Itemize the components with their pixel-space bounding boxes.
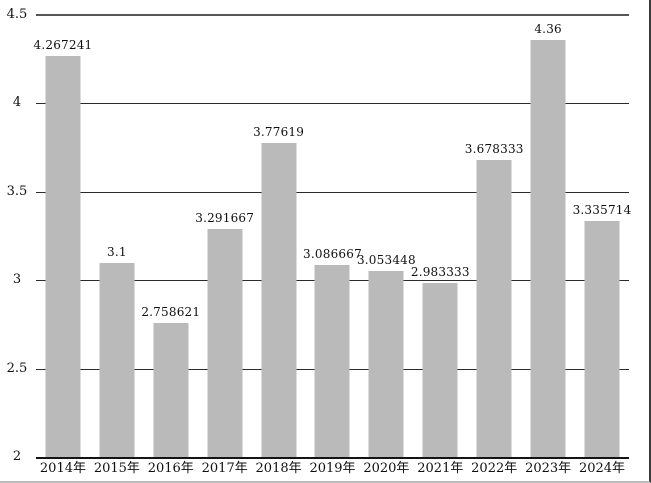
bar-value-label-2020年: 3.053448 xyxy=(356,252,416,267)
x-tick-label-2021年: 2021年 xyxy=(417,461,464,476)
y-tick-label-4: 4 xyxy=(12,95,22,111)
bar-2014年 xyxy=(45,56,81,457)
x-tick-label-2020年: 2020年 xyxy=(363,461,410,476)
y-tick-label-3.5: 3.5 xyxy=(6,183,28,199)
x-tick-label-2024年: 2024年 xyxy=(578,461,626,476)
x-tick-label-2019年: 2019年 xyxy=(309,461,356,476)
bar-2023年 xyxy=(530,39,566,457)
bar-column-2016年: 2.758621 xyxy=(141,15,201,457)
gridline-4.5 xyxy=(36,14,629,16)
x-tick-label-2016年: 2016年 xyxy=(147,461,194,476)
bar-2020年 xyxy=(368,270,404,457)
bar-value-label-2024年: 3.335714 xyxy=(572,202,632,217)
bar-value-label-2021年: 2.983333 xyxy=(410,265,470,280)
bar-2021年 xyxy=(422,283,458,457)
x-tick-label-2022年: 2022年 xyxy=(471,461,518,476)
bar-value-label-2018年: 3.77619 xyxy=(253,124,305,139)
bar-value-label-2015年: 3.1 xyxy=(107,244,127,259)
gridline-4 xyxy=(36,103,629,105)
y-tick-label-2.5: 2.5 xyxy=(6,360,28,376)
y-tick-label-2: 2 xyxy=(12,449,22,464)
gridline-2 xyxy=(36,457,629,459)
bar-value-label-2019年: 3.086667 xyxy=(303,246,362,261)
x-tick-label-2017年: 2017年 xyxy=(201,461,248,476)
bar-column-2023年: 4.36 xyxy=(521,15,575,457)
bar-2022年 xyxy=(476,160,512,457)
bar-2016年 xyxy=(153,322,189,457)
x-tick-label-2014年: 2014年 xyxy=(39,461,86,476)
bar-value-label-2016年: 2.758621 xyxy=(141,304,201,319)
x-tick-label-2018年: 2018年 xyxy=(255,461,302,476)
bar-column-2017年: 3.291667 xyxy=(195,15,255,457)
x-tick-label-2023年: 2023年 xyxy=(525,461,572,476)
y-tick-label-4.5: 4.5 xyxy=(6,7,28,22)
bars-container: 4.267241 3.1 2.758621 3.291667 3.77619 3.0866… xyxy=(33,15,632,457)
bar-2018年 xyxy=(261,142,297,457)
plot-area: 4.267241 3.1 2.758621 3.291667 3.77619 3.0866… xyxy=(33,14,632,459)
bar-column-2014年: 4.267241 xyxy=(33,15,93,457)
bar-column-2015年: 3.1 xyxy=(90,15,144,457)
x-tick-label-2015年: 2015年 xyxy=(93,461,140,476)
y-axis-tick-labels: 2 2.5 3 3.5 4 4.5 xyxy=(0,7,34,464)
bar-value-label-2022年: 3.678333 xyxy=(464,142,524,157)
y-tick-label-3: 3 xyxy=(12,272,22,288)
bar-2015年 xyxy=(99,262,135,457)
bar-column-2020年: 3.053448 xyxy=(356,15,416,457)
bar-2024年 xyxy=(584,220,620,457)
bar-value-label-2023年: 4.36 xyxy=(534,21,562,36)
bar-column-2022年: 3.678333 xyxy=(464,15,524,457)
bar-column-2021年: 2.983333 xyxy=(410,15,470,457)
bar-column-2019年: 3.086667 xyxy=(303,15,362,457)
bar-column-2024年: 3.335714 xyxy=(572,15,632,457)
gridline-3.5 xyxy=(36,191,629,193)
bar-2019年 xyxy=(314,264,350,457)
x-axis-category-labels: 2014年 2015年 2016年 2017年 2018年 2019年 2020年 2021年… xyxy=(36,461,629,477)
bar-2017年 xyxy=(207,228,243,457)
bar-column-2018年: 3.77619 xyxy=(252,15,306,457)
bar-value-label-2017年: 3.291667 xyxy=(195,210,255,225)
bar-value-label-2014年: 4.267241 xyxy=(33,38,93,53)
